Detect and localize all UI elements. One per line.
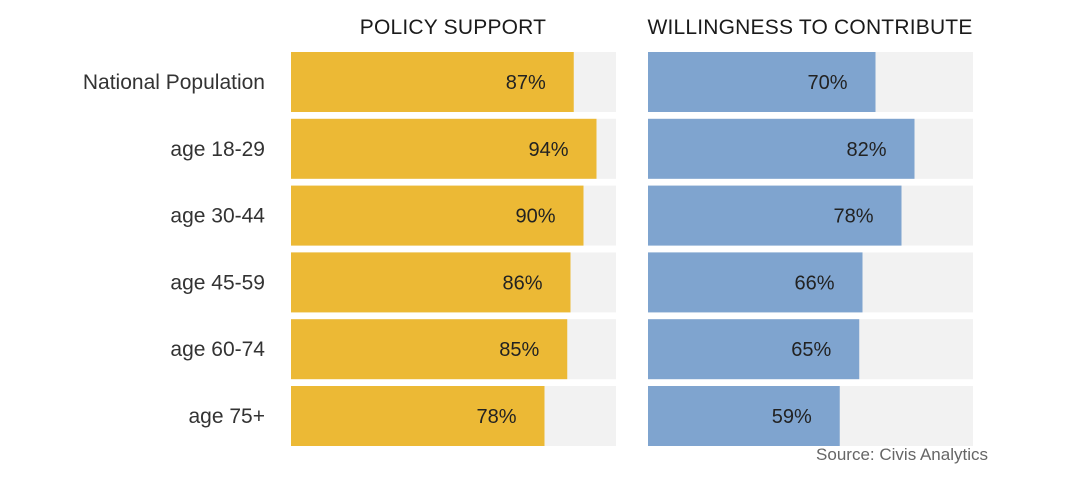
bar-policy-support-age-45-59 [291,252,571,313]
value-label-willingness-national-population: 70% [807,72,847,94]
bar-policy-support-age-75 [291,386,545,446]
bar-policy-support-age-18-29 [291,118,597,179]
value-label-policy-support-age-60-74: 85% [499,339,539,361]
category-label-age-18-29: age 18-29 [170,138,265,161]
value-label-willingness-age-18-29: 82% [846,139,886,161]
bar-policy-support-age-60-74 [291,319,568,380]
bar-willingness-age-60-74 [648,319,860,380]
category-label-age-45-59: age 45-59 [170,271,265,294]
value-label-policy-support-age-75: 78% [476,406,516,428]
panel-title-willingness-to-contribute: WILLINGNESS TO CONTRIBUTE [647,16,972,39]
bar-rows: National Population 87% 70% age 18-29 94% 82%… [83,52,973,446]
bar-willingness-age-45-59 [648,252,863,313]
bar-willingness-national-population [648,52,876,112]
bar-willingness-age-30-44 [648,185,902,246]
category-label-age-60-74: age 60-74 [170,338,265,361]
category-label-national-population: National Population [83,71,265,94]
bar-policy-support-age-30-44 [291,185,584,246]
value-label-policy-support-national-population: 87% [506,72,546,94]
value-label-willingness-age-75: 59% [772,406,812,428]
value-label-policy-support-age-45-59: 86% [502,272,542,294]
bar-willingness-age-18-29 [648,118,915,179]
bar-policy-support-national-population [291,52,574,112]
value-label-willingness-age-30-44: 78% [833,206,873,228]
bar-willingness-age-75 [648,386,840,446]
source-note: Source: Civis Analytics [816,445,988,464]
value-label-policy-support-age-18-29: 94% [528,139,568,161]
category-label-age-75: age 75+ [189,405,266,428]
category-label-age-30-44: age 30-44 [170,205,265,228]
value-label-willingness-age-60-74: 65% [791,339,831,361]
value-label-willingness-age-45-59: 66% [794,272,834,294]
panel-title-policy-support: POLICY SUPPORT [360,16,546,39]
value-label-policy-support-age-30-44: 90% [515,206,555,228]
